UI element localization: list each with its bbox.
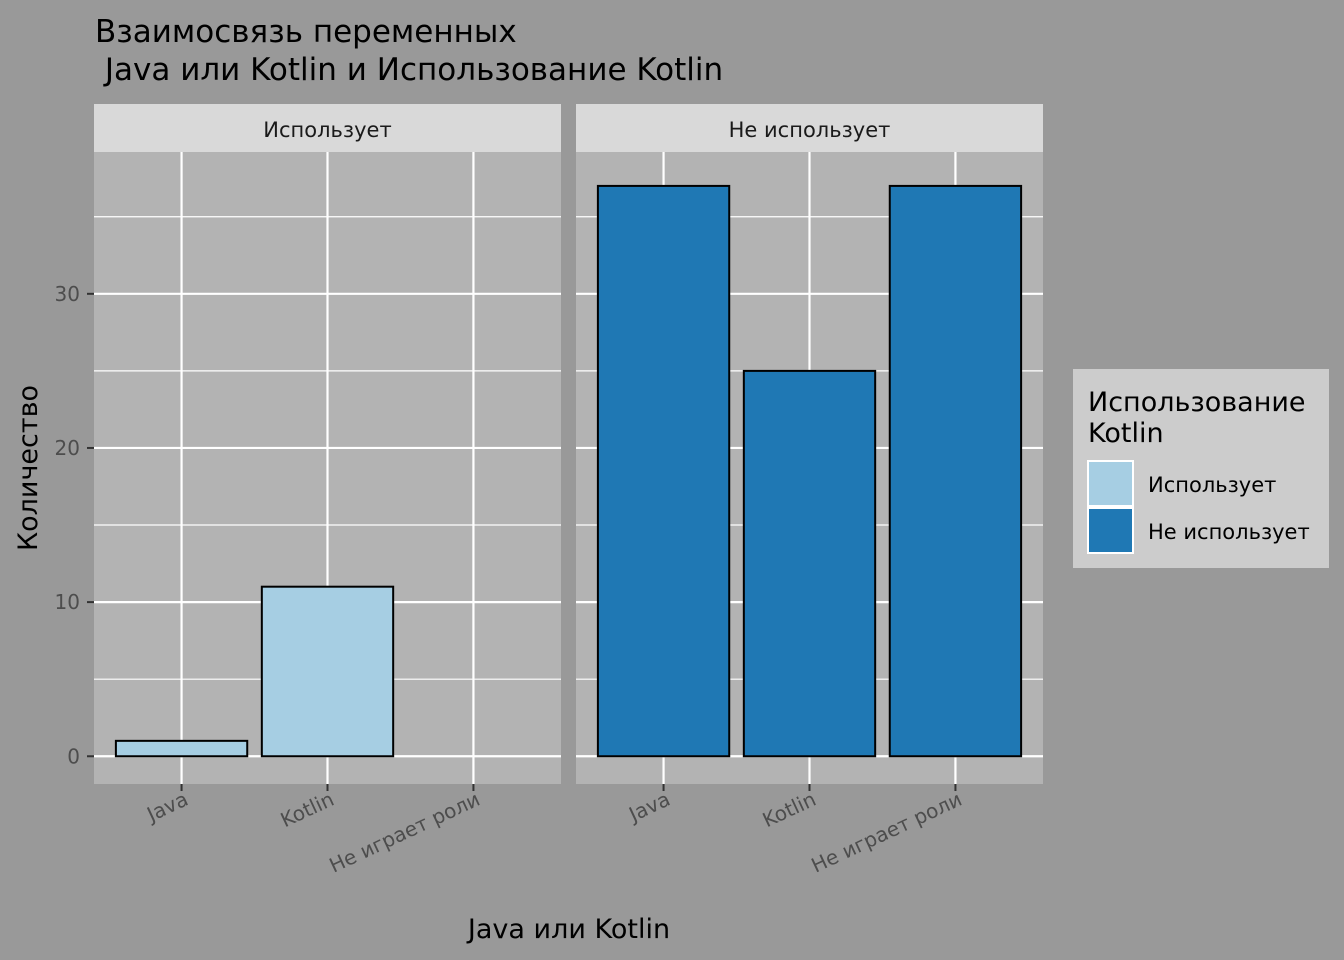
legend-key-1	[1087, 460, 1134, 507]
facet-strip	[576, 104, 1043, 152]
bar-2-2	[742, 369, 877, 758]
facet-strip-label: Не использует	[729, 118, 891, 142]
y-tick-label: 20	[55, 436, 80, 460]
y-tick-label: 0	[67, 744, 80, 768]
y-tick-label: 10	[55, 590, 80, 614]
chart-title-line-1: Взаимосвязь переменных	[95, 14, 517, 50]
facet-strip-label: Использует	[263, 118, 391, 142]
facet-strip	[94, 104, 561, 152]
legend-entries: Использует Не использует	[1087, 460, 1310, 554]
bar-1-1	[114, 739, 249, 758]
bar-1-2	[260, 585, 395, 758]
chart-title-line-2: Java или Kotlin и Использование Kotlin	[95, 52, 723, 88]
legend-key-2	[1087, 507, 1134, 554]
legend-title-line-2: Kotlin	[1088, 418, 1164, 449]
y-tick-label: 30	[55, 282, 80, 306]
y-axis: 0 10 20 30	[55, 282, 94, 768]
x-axis-title: Java или Kotlin	[466, 914, 670, 945]
y-axis-title: Количество	[13, 385, 44, 551]
legend-title-line-1: Использование	[1088, 387, 1306, 418]
bar-2-3	[888, 184, 1023, 758]
legend: Использование Kotlin Использует Не исполь…	[1073, 369, 1329, 568]
bar-2-1	[596, 184, 731, 758]
legend-label-1: Использует	[1148, 473, 1276, 497]
legend-label-2: Не использует	[1148, 520, 1310, 544]
